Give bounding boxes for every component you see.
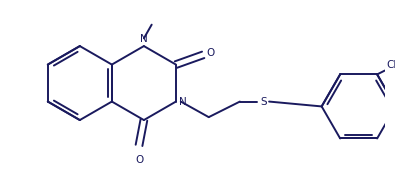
Text: O: O — [206, 48, 214, 58]
Text: S: S — [260, 97, 267, 107]
Text: Cl: Cl — [386, 60, 395, 70]
Text: O: O — [135, 155, 143, 165]
Text: N: N — [179, 97, 186, 107]
Text: N: N — [140, 34, 148, 44]
